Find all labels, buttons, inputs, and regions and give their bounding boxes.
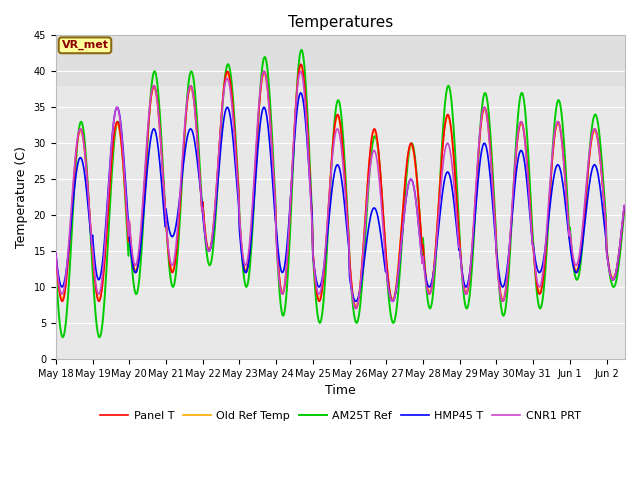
AM25T Ref [298,47,305,53]
AM25T Ref [620,208,628,214]
Line: AM25T Ref: AM25T Ref [56,50,624,337]
CNR1 PRT [352,306,360,312]
Panel T [475,145,483,151]
Panel T [54,278,62,284]
Old Ref Temp [52,252,60,258]
HMP45 T [620,204,628,209]
Panel T [317,297,324,302]
AM25T Ref [461,301,469,307]
HMP45 T [475,169,483,175]
CNR1 PRT [475,141,483,147]
CNR1 PRT [620,203,628,208]
Legend: Panel T, Old Ref Temp, AM25T Ref, HMP45 T, CNR1 PRT: Panel T, Old Ref Temp, AM25T Ref, HMP45 … [96,407,585,425]
HMP45 T [317,282,324,288]
HMP45 T [297,90,305,96]
CNR1 PRT [461,290,469,296]
Old Ref Temp [461,288,469,294]
HMP45 T [352,299,360,304]
Y-axis label: Temperature (C): Temperature (C) [15,146,28,248]
AM25T Ref [59,335,67,340]
Panel T [461,290,469,296]
Panel T [52,252,60,257]
X-axis label: Time: Time [325,384,356,397]
Panel T [297,61,305,67]
CNR1 PRT [52,250,60,255]
AM25T Ref [54,301,62,307]
Line: Old Ref Temp: Old Ref Temp [56,66,624,306]
AM25T Ref [52,266,60,272]
HMP45 T [54,270,62,276]
Old Ref Temp [54,277,62,283]
CNR1 PRT [295,72,303,78]
CNR1 PRT [317,288,324,294]
Old Ref Temp [352,303,360,309]
Old Ref Temp [620,205,628,211]
Old Ref Temp [294,73,302,79]
Text: VR_met: VR_met [61,40,108,50]
Panel T [294,72,302,78]
AM25T Ref [295,58,303,63]
Line: Panel T: Panel T [56,64,624,309]
CNR1 PRT [131,263,139,268]
AM25T Ref [475,145,483,151]
HMP45 T [131,270,139,276]
Panel T [131,270,139,276]
Bar [56,36,625,85]
Line: HMP45 T: HMP45 T [56,93,624,301]
Old Ref Temp [131,267,139,273]
HMP45 T [461,283,469,289]
Panel T [620,205,628,211]
HMP45 T [294,97,302,103]
CNR1 PRT [54,274,62,280]
CNR1 PRT [260,69,268,74]
Old Ref Temp [297,63,305,69]
HMP45 T [52,251,60,256]
Line: CNR1 PRT: CNR1 PRT [56,72,624,309]
AM25T Ref [132,291,140,297]
Old Ref Temp [317,294,324,300]
Old Ref Temp [475,144,483,150]
Panel T [352,306,360,312]
AM25T Ref [317,317,325,323]
Title: Temperatures: Temperatures [288,15,393,30]
